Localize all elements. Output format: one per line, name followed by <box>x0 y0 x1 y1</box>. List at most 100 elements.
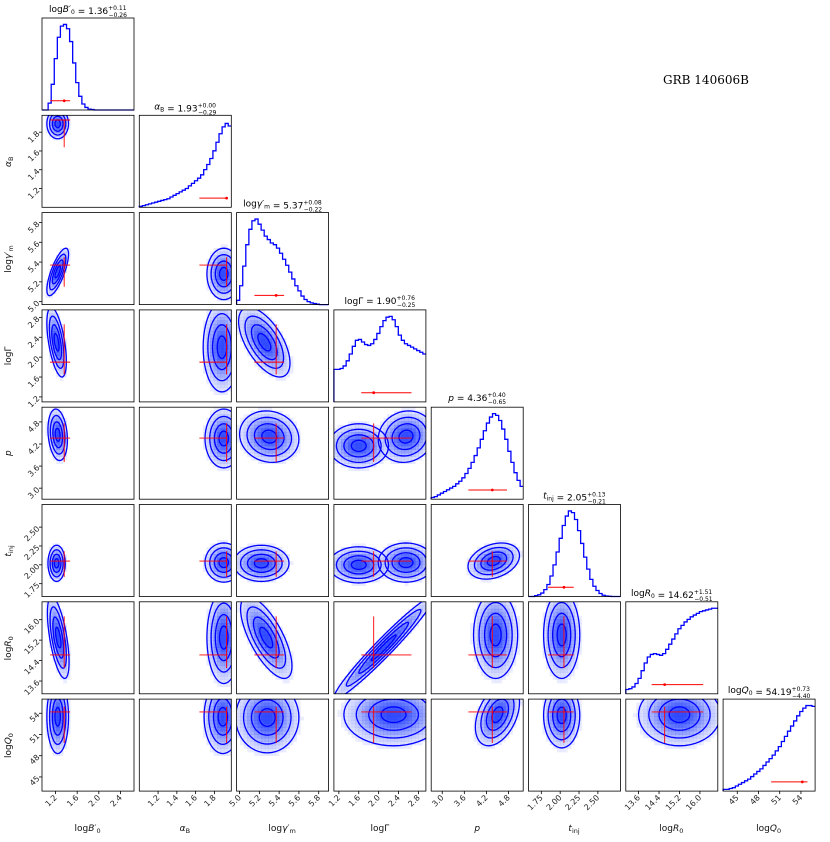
density-cell <box>210 720 214 725</box>
density-cell <box>379 456 384 461</box>
density-cell <box>549 601 554 606</box>
density-cell <box>643 727 648 732</box>
density-cell <box>247 748 251 753</box>
density-cell <box>202 348 207 353</box>
density-cell <box>56 362 60 367</box>
density-cell <box>553 658 558 663</box>
density-cell <box>415 709 420 714</box>
density-cell <box>480 658 485 663</box>
density-cell <box>206 564 211 569</box>
density-cell <box>282 716 287 721</box>
density-cell <box>567 713 572 717</box>
density-cell <box>243 313 248 318</box>
density-cell <box>401 414 405 419</box>
density-cell <box>264 713 269 717</box>
contour-line <box>46 247 70 297</box>
density-cell <box>574 723 579 728</box>
density-cell <box>250 612 255 617</box>
density-cell <box>636 723 641 728</box>
density-cell <box>282 439 287 443</box>
density-cell <box>247 348 251 353</box>
density-cell <box>250 564 255 569</box>
density-cell <box>647 734 651 739</box>
density-cell <box>286 706 290 710</box>
density-cell <box>376 456 381 461</box>
density-cell <box>549 647 554 652</box>
density-cell <box>418 424 423 429</box>
density-cell <box>210 377 214 381</box>
density-cell <box>217 313 221 318</box>
density-cell <box>279 370 283 374</box>
density-cell <box>422 546 426 551</box>
density-cell <box>422 734 426 739</box>
density-cell <box>516 644 520 648</box>
contour-line <box>212 699 232 736</box>
density-cell <box>574 727 579 732</box>
density-cell <box>408 435 412 440</box>
density-cell <box>213 338 218 342</box>
density-cell <box>570 658 575 663</box>
density-cell <box>570 669 575 673</box>
density-cell <box>56 654 60 659</box>
density-cell <box>512 699 517 703</box>
density-cell <box>487 723 492 728</box>
density-cell <box>372 720 377 725</box>
density-cell <box>480 568 485 572</box>
density-cell <box>376 723 381 728</box>
density-cell <box>210 309 214 314</box>
density-cell <box>63 651 67 656</box>
density-cell <box>206 661 211 666</box>
density-cell <box>394 456 398 461</box>
density-cell <box>682 741 687 746</box>
density-cell <box>52 331 57 335</box>
density-cell <box>261 341 266 346</box>
density-cell <box>372 644 377 648</box>
density-cell <box>282 706 287 710</box>
density-cell <box>224 366 228 371</box>
density-cell <box>257 417 262 422</box>
density-cell <box>206 640 211 645</box>
density-cell <box>279 672 283 677</box>
density-cell <box>236 439 241 443</box>
density-cell <box>411 449 416 454</box>
density-cell <box>217 331 221 335</box>
density-cell <box>59 626 64 631</box>
density-cell <box>570 637 575 641</box>
density-cell <box>282 348 287 353</box>
contour-line <box>210 602 232 673</box>
density-cell <box>289 713 294 717</box>
density-cell <box>240 741 244 746</box>
density-cell <box>264 605 269 610</box>
density-cell <box>243 439 248 443</box>
density-cell <box>220 713 225 717</box>
density-cell <box>415 435 420 440</box>
density-cell <box>220 247 225 252</box>
density-cell <box>390 730 395 735</box>
density-cell <box>243 446 248 450</box>
density-cell <box>491 630 496 634</box>
density-cell <box>224 568 228 572</box>
density-cell <box>484 626 489 631</box>
density-cell <box>250 352 255 357</box>
density-cell <box>678 730 683 735</box>
pair-panel-alpha-p <box>138 406 232 500</box>
density-cell <box>282 341 287 346</box>
density-cell <box>337 575 342 580</box>
density-cell <box>63 348 67 353</box>
density-cell <box>337 713 342 717</box>
density-cell <box>264 327 269 332</box>
density-cell <box>63 251 67 256</box>
density-cell <box>394 630 398 634</box>
density-cell <box>45 564 50 569</box>
density-cell <box>355 557 359 562</box>
density-cell <box>52 571 57 576</box>
density-cell <box>202 334 207 339</box>
density-cell <box>59 449 64 454</box>
density-cell <box>693 713 697 717</box>
density-cell <box>210 262 214 266</box>
density-cell <box>477 720 481 725</box>
density-cell <box>703 709 708 714</box>
density-cell <box>546 619 550 624</box>
density-cell <box>344 716 349 721</box>
density-cell <box>408 730 412 735</box>
